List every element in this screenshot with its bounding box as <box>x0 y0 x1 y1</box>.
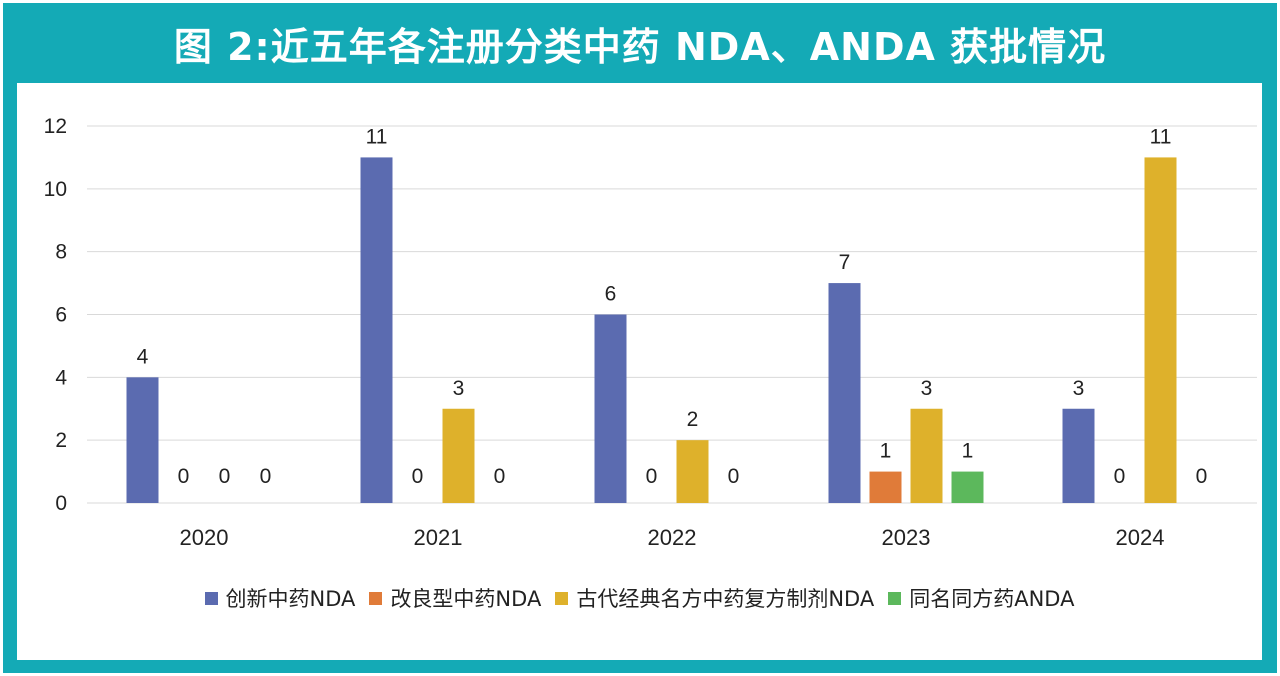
bar <box>828 283 861 503</box>
y-tick-label: 6 <box>55 304 67 327</box>
data-label: 0 <box>260 465 272 488</box>
data-label: 1 <box>962 440 974 463</box>
data-label: 4 <box>137 345 149 368</box>
legend-label: 同名同方药ANDA <box>909 587 1075 611</box>
chart-frame: 图 2:近五年各注册分类中药 NDA、ANDA 获批情况 0 2 4 6 8 10 12 4 0… <box>3 3 1277 673</box>
x-tick-label: 2020 <box>180 525 229 550</box>
chart-legend: 创新中药NDA 改良型中药NDA 古代经典名方中药复方制剂NDA 同名同方药ANDA <box>17 583 1262 613</box>
legend-item: 同名同方药ANDA <box>888 583 1074 613</box>
legend-label: 改良型中药NDA <box>390 587 542 611</box>
data-label: 3 <box>1073 377 1085 400</box>
y-tick-label: 8 <box>55 241 67 264</box>
bar <box>910 408 943 503</box>
bar <box>676 440 709 503</box>
data-label: 11 <box>1150 125 1172 148</box>
data-label: 6 <box>605 283 617 306</box>
data-label: 7 <box>839 251 851 274</box>
bar <box>442 408 475 503</box>
data-label: 0 <box>412 465 424 488</box>
data-label: 1 <box>880 440 892 463</box>
title-bar: 图 2:近五年各注册分类中药 NDA、ANDA 获批情况 <box>3 3 1277 83</box>
chart-panel: 0 2 4 6 8 10 12 4 0 0 0 2020 11 0 3 0 2021 6 0 2 0 2022 7 1 3 1 20… <box>17 83 1262 660</box>
data-label: 3 <box>921 377 933 400</box>
data-label: 0 <box>1196 465 1208 488</box>
data-label: 0 <box>494 465 506 488</box>
y-tick-label: 0 <box>55 492 67 515</box>
bar-chart: 0 2 4 6 8 10 12 4 0 0 0 2020 11 0 3 0 2021 6 0 2 0 2022 7 1 3 1 20… <box>44 115 1257 550</box>
bar <box>951 471 984 503</box>
legend-label: 创新中药NDA <box>225 587 356 611</box>
legend-label: 古代经典名方中药复方制剂NDA <box>576 587 875 611</box>
data-label: 0 <box>646 465 658 488</box>
x-tick-label: 2022 <box>648 525 697 550</box>
bar <box>594 314 627 503</box>
data-label: 3 <box>453 377 465 400</box>
x-tick-label: 2021 <box>414 525 463 550</box>
y-tick-label: 2 <box>55 429 67 452</box>
x-tick-label: 2023 <box>882 525 931 550</box>
legend-item: 创新中药NDA <box>204 583 356 613</box>
data-label: 11 <box>366 125 388 148</box>
legend-item: 改良型中药NDA <box>369 583 541 613</box>
bar <box>360 157 393 503</box>
bar <box>869 471 902 503</box>
legend-swatch <box>555 591 569 605</box>
data-label: 0 <box>728 465 740 488</box>
data-label: 2 <box>687 408 699 431</box>
x-tick-label: 2024 <box>1116 525 1165 550</box>
y-tick-label: 10 <box>44 178 67 201</box>
legend-item: 古代经典名方中药复方制剂NDA <box>555 583 874 613</box>
y-tick-label: 4 <box>55 366 67 389</box>
y-tick-label: 12 <box>44 115 67 138</box>
legend-swatch <box>369 591 383 605</box>
legend-swatch <box>204 591 218 605</box>
legend-swatch <box>888 591 902 605</box>
chart-title: 图 2:近五年各注册分类中药 NDA、ANDA 获批情况 <box>173 24 1107 69</box>
data-label: 0 <box>219 465 231 488</box>
bar <box>1144 157 1177 503</box>
bar <box>126 377 159 503</box>
data-label: 0 <box>178 465 190 488</box>
data-label: 0 <box>1114 465 1126 488</box>
bar <box>1062 408 1095 503</box>
